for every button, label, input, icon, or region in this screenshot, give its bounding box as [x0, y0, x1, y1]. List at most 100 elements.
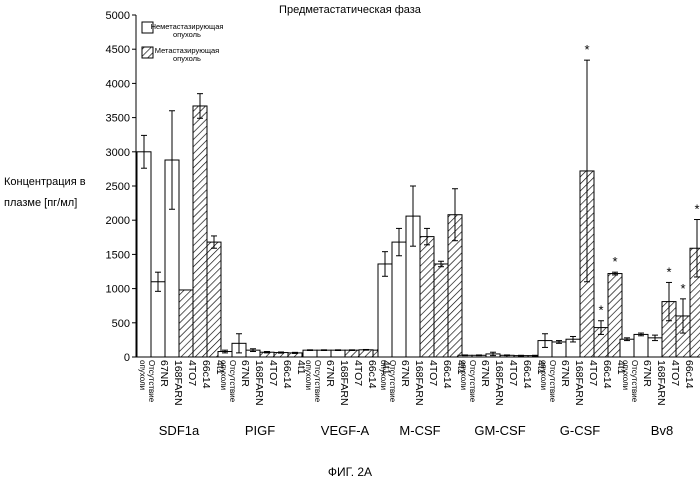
- y-axis-label-line2: плазме [пг/мл]: [4, 193, 124, 214]
- group-label: M-CSF: [399, 423, 440, 438]
- bar: [634, 334, 648, 357]
- x-tick-label: 66c14: [200, 360, 212, 389]
- x-tick-label: 67NR: [324, 360, 336, 387]
- bar: [317, 350, 331, 357]
- group-label: G-CSF: [560, 423, 601, 438]
- figure-caption: ФИГ. 2А: [0, 465, 700, 479]
- bar: [303, 350, 317, 357]
- x-tick-label: 168FARN: [655, 360, 667, 406]
- x-tick-label: Отсутствиеопухоли: [304, 360, 322, 403]
- x-tick-label: 66c14: [521, 360, 533, 389]
- x-tick-label-line2: опухоли: [539, 360, 548, 390]
- x-tick-label: Отсутствиеопухоли: [219, 360, 237, 403]
- y-tick-label: 3500: [106, 113, 130, 125]
- legend-label-line2: опухоль: [173, 30, 201, 39]
- y-tick-label: 3000: [106, 147, 130, 159]
- bar: [552, 342, 566, 357]
- x-tick-label-line2: опухоли: [219, 360, 228, 390]
- y-tick-label: 1000: [106, 284, 130, 296]
- x-tick-label-line2: опухоли: [138, 360, 147, 390]
- x-tick-label-line2: опухоли: [379, 360, 388, 390]
- bar: [151, 282, 165, 357]
- x-tick-label: 4TO7: [267, 360, 279, 386]
- significance-star: *: [680, 281, 685, 296]
- group-label: Bv8: [651, 423, 673, 438]
- x-tick-label-line2: опухоли: [459, 360, 468, 390]
- y-tick-label: 5000: [106, 10, 130, 22]
- x-tick-label: 168FARN: [413, 360, 425, 406]
- y-tick-label: 500: [112, 318, 130, 330]
- x-tick-label: 67NR: [158, 360, 170, 387]
- bar: [359, 350, 373, 357]
- x-tick-label: 67NR: [399, 360, 411, 387]
- bar: [620, 339, 634, 357]
- x-tick-label-line2: опухоли: [304, 360, 313, 390]
- x-tick-label: 4TO7: [669, 360, 681, 386]
- significance-star: *: [666, 264, 671, 279]
- x-tick-label-line1: Отсутствие: [548, 360, 557, 403]
- x-tick-label-line1: Отсутствие: [228, 360, 237, 403]
- x-tick-label: 168FARN: [573, 360, 585, 406]
- bar: [331, 350, 345, 357]
- bar-chart: Предметастатическая фаза 050010001500200…: [0, 0, 700, 498]
- bar: [193, 106, 207, 357]
- legend-label-metastatic: Метастазирующаяопухоль: [155, 46, 219, 63]
- x-tick-label: 168FARN: [493, 360, 505, 406]
- group-label: PIGF: [245, 423, 275, 438]
- x-tick-label: 67NR: [479, 360, 491, 387]
- x-tick-label: 66c14: [441, 360, 453, 389]
- x-tick-label-line1: Отсутствие: [147, 360, 156, 403]
- legend: Неметастазирующаяопухоль Метастазирующаяо…: [142, 22, 223, 63]
- group-label: SDF1a: [159, 423, 200, 438]
- bar: [207, 242, 221, 357]
- x-tick-label: 66c14: [601, 360, 613, 389]
- bar: [345, 350, 359, 357]
- legend-label-line2: опухоль: [173, 54, 201, 63]
- x-tick-label-line1: Отсутствие: [468, 360, 477, 403]
- bar: [434, 264, 448, 357]
- bar: [420, 237, 434, 357]
- x-tick-label-line1: Отсутствие: [313, 360, 322, 403]
- x-tick-label-line1: Отсутствие: [630, 360, 639, 403]
- x-tick-label: Отсутствиеопухоли: [539, 360, 557, 403]
- y-tick-label: 1500: [106, 249, 130, 261]
- bar: [137, 152, 151, 357]
- x-tick-label: 4TO7: [587, 360, 599, 386]
- bar: [392, 242, 406, 357]
- x-tick-label-line2: опухоли: [621, 360, 630, 390]
- chart-title: Предметастатическая фаза: [279, 4, 422, 16]
- x-tick-label: 66c14: [366, 360, 378, 389]
- significance-star: *: [584, 42, 589, 57]
- x-tick-label: 168FARN: [338, 360, 350, 406]
- group-label: VEGF-A: [321, 423, 370, 438]
- bar: [179, 290, 193, 357]
- x-tick-label: 4TO7: [507, 360, 519, 386]
- x-tick-label: 66c14: [281, 360, 293, 389]
- group-label: GM-CSF: [474, 423, 525, 438]
- bar: [378, 264, 392, 357]
- x-tick-label: Отсутствиеопухоли: [138, 360, 156, 403]
- x-tick-label: Отсутствиеопухоли: [621, 360, 639, 403]
- x-tick-label: 4TO7: [186, 360, 198, 386]
- legend-swatch-hatched: [142, 47, 153, 58]
- y-axis-label: Концентрация в плазме [пг/мл]: [4, 172, 124, 214]
- y-axis-label-line1: Концентрация в: [4, 172, 124, 193]
- y-tick-label: 2000: [106, 215, 130, 227]
- legend-label-nonmetastatic: Неметастазирующаяопухоль: [151, 22, 224, 39]
- significance-star: *: [612, 254, 617, 269]
- significance-star: *: [598, 303, 603, 318]
- x-tick-label: 66c14: [683, 360, 695, 389]
- y-tick-label: 4500: [106, 44, 130, 56]
- x-tick-label: Отсутствиеопухоли: [379, 360, 397, 403]
- y-tick-label: 4000: [106, 78, 130, 90]
- chart-figure: Предметастатическая фаза 050010001500200…: [0, 0, 700, 498]
- x-tick-label: 168FARN: [253, 360, 265, 406]
- x-tick-label: 168FARN: [172, 360, 184, 406]
- x-tick-label: 4TO7: [427, 360, 439, 386]
- x-tick-label: Отсутствиеопухоли: [459, 360, 477, 403]
- x-tick-label-line1: Отсутствие: [388, 360, 397, 403]
- significance-star: *: [694, 202, 699, 217]
- x-tick-label: 67NR: [641, 360, 653, 387]
- x-tick-label: 67NR: [239, 360, 251, 387]
- x-tick-label: 4TO7: [352, 360, 364, 386]
